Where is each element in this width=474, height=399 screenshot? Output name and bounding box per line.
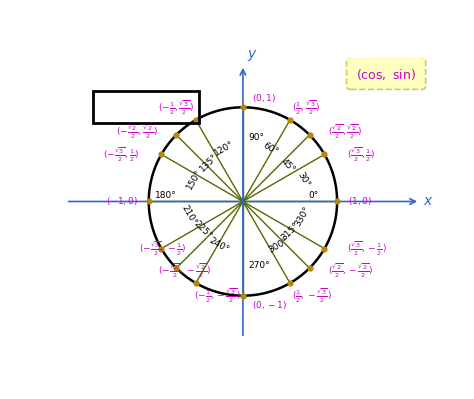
Text: $x$: $x$: [423, 194, 434, 209]
Text: $(\frac{\sqrt{2}}{2}, -\frac{\sqrt{2}}{2})$: $(\frac{\sqrt{2}}{2}, -\frac{\sqrt{2}}{2…: [328, 262, 373, 280]
Text: $(\frac{1}{2}, \frac{\sqrt{3}}{2})$: $(\frac{1}{2}, \frac{\sqrt{3}}{2})$: [292, 98, 320, 117]
Text: $(\frac{\sqrt{2}}{2}, \frac{\sqrt{2}}{2})$: $(\frac{\sqrt{2}}{2}, \frac{\sqrt{2}}{2}…: [328, 122, 362, 141]
Text: $(\frac{\sqrt{3}}{2}, -\frac{1}{2})$: $(\frac{\sqrt{3}}{2}, -\frac{1}{2})$: [346, 239, 386, 258]
Text: 150°: 150°: [185, 168, 203, 192]
Text: 0°: 0°: [309, 192, 319, 200]
Text: $(-\frac{\sqrt{2}}{2}, -\frac{\sqrt{2}}{2})$: $(-\frac{\sqrt{2}}{2}, -\frac{\sqrt{2}}{…: [158, 262, 211, 280]
Text: $(0, 1)$: $(0, 1)$: [252, 92, 277, 104]
Text: 45°: 45°: [279, 157, 297, 174]
Text: $(1, 0)$: $(1, 0)$: [348, 196, 373, 207]
Text: 240°: 240°: [207, 236, 230, 255]
Text: $(-\frac{\sqrt{3}}{2}, \frac{1}{2})$: $(-\frac{\sqrt{3}}{2}, \frac{1}{2})$: [103, 145, 139, 164]
Text: 315°: 315°: [279, 221, 301, 242]
Text: 60°: 60°: [261, 141, 280, 157]
Text: 330°: 330°: [294, 205, 312, 228]
Text: $(0, -1)$: $(0, -1)$: [252, 299, 288, 311]
Text: $(-\frac{1}{2}, -\frac{\sqrt{3}}{2})$: $(-\frac{1}{2}, -\frac{\sqrt{3}}{2})$: [194, 286, 241, 305]
Text: $y$: $y$: [246, 48, 257, 63]
Text: 30°: 30°: [296, 171, 311, 190]
Text: 120°: 120°: [212, 139, 236, 158]
Text: $(-\frac{1}{2}, \frac{\sqrt{3}}{2})$: $(-\frac{1}{2}, \frac{\sqrt{3}}{2})$: [158, 98, 194, 117]
Text: 90°: 90°: [248, 133, 264, 142]
Text: 300°: 300°: [267, 236, 291, 255]
Text: 180°: 180°: [155, 192, 177, 200]
Text: $(\frac{1}{2}, -\frac{\sqrt{3}}{2})$: $(\frac{1}{2}, -\frac{\sqrt{3}}{2})$: [292, 286, 332, 305]
Text: $(-\frac{\sqrt{3}}{2}, -\frac{1}{2})$: $(-\frac{\sqrt{3}}{2}, -\frac{1}{2})$: [139, 239, 187, 258]
Text: 270°: 270°: [248, 261, 270, 270]
Text: $(-1, 0)$: $(-1, 0)$: [106, 196, 137, 207]
Text: 225°: 225°: [191, 219, 213, 241]
Text: $(\mathrm{cos,\ sin})$: $(\mathrm{cos,\ sin})$: [356, 67, 416, 82]
FancyBboxPatch shape: [346, 57, 426, 89]
Text: 210°: 210°: [179, 203, 198, 226]
Text: 135°: 135°: [198, 151, 220, 173]
Text: $(\frac{\sqrt{3}}{2}, \frac{1}{2})$: $(\frac{\sqrt{3}}{2}, \frac{1}{2})$: [346, 145, 375, 164]
Text: $(-\frac{\sqrt{2}}{2}, \frac{\sqrt{2}}{2})$: $(-\frac{\sqrt{2}}{2}, \frac{\sqrt{2}}{2…: [116, 122, 158, 141]
